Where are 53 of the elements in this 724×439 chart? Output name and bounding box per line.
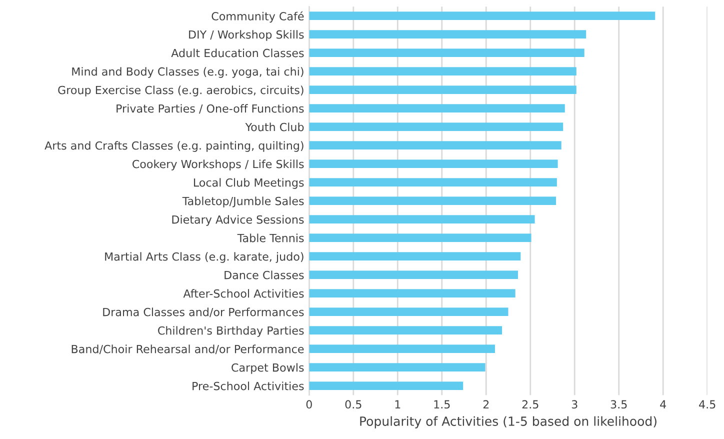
y-tick-label: Band/Choir Rehearsal and/or Performance <box>72 344 304 354</box>
y-tick-label: Dietary Advice Sessions <box>172 215 304 226</box>
bar <box>309 104 565 112</box>
y-tick-label: Adult Education Classes <box>171 48 304 58</box>
x-tick-label: 2 <box>483 400 489 408</box>
bar <box>309 48 584 57</box>
y-tick-label: Table Tennis <box>237 234 304 242</box>
y-tick-label: Private Parties / One-off Functions <box>116 104 304 114</box>
y-tick-label: Youth Club <box>245 122 304 132</box>
y-tick-label: Carpet Bowls <box>232 363 304 374</box>
bar <box>309 252 521 261</box>
y-tick-label: Children's Birthday Parties <box>158 326 304 337</box>
y-tick-label: Martial Arts Class (e.g. karate, judo) <box>105 252 304 263</box>
bar <box>309 30 586 38</box>
y-tick-label: Group Exercise Class (e.g. aerobics, circuits) <box>58 86 304 96</box>
x-tick-label: 1.5 <box>434 400 450 409</box>
x-tick-label: 4.5 <box>699 400 716 409</box>
bar <box>309 67 576 76</box>
y-tick-label: After-School Activities <box>183 289 304 298</box>
y-tick-label: Tabletop/Jumble Sales <box>182 196 304 208</box>
y-tick-label: Cookery Workshops / Life Skills <box>132 160 304 170</box>
bar <box>309 382 464 390</box>
bar <box>309 12 656 20</box>
bar <box>309 196 556 206</box>
x-tick-label: 0.5 <box>345 400 362 409</box>
x-tick-label: 1 <box>395 400 400 408</box>
y-tick-label: Local Club Meetings <box>194 178 304 189</box>
bar <box>309 160 558 168</box>
bar <box>309 178 557 187</box>
bar <box>309 308 508 316</box>
y-tick-label: Drama Classes and/or Performances <box>103 308 304 318</box>
bar <box>309 363 486 372</box>
x-axis-title: Popularity of Activities (1-5 based on likelihood) <box>360 416 656 428</box>
y-tick-label: Dance Classes <box>224 270 304 280</box>
bar <box>309 234 532 242</box>
y-tick-label: DIY / Workshop Skills <box>189 30 304 41</box>
x-tick-label: 0 <box>306 400 312 409</box>
y-tick-label: Pre-School Activities <box>192 382 304 390</box>
x-tick-label: 3 <box>572 400 578 409</box>
bar <box>309 215 535 224</box>
bar <box>309 344 495 354</box>
bar <box>309 86 576 94</box>
bar <box>309 141 562 150</box>
bar <box>309 270 518 280</box>
y-tick-label: Community Café <box>212 11 304 23</box>
y-tick-label: Mind and Body Classes (e.g. yoga, tai chi) <box>72 67 304 78</box>
bar <box>309 122 564 131</box>
bar <box>309 326 502 335</box>
y-tick-label: Arts and Crafts Classes (e.g. painting, quilting) <box>44 141 304 152</box>
x-tick-label: 4 <box>660 400 666 408</box>
x-tick-label: 3.5 <box>610 400 627 409</box>
bar <box>309 289 516 298</box>
x-tick-label: 2.5 <box>522 400 538 409</box>
